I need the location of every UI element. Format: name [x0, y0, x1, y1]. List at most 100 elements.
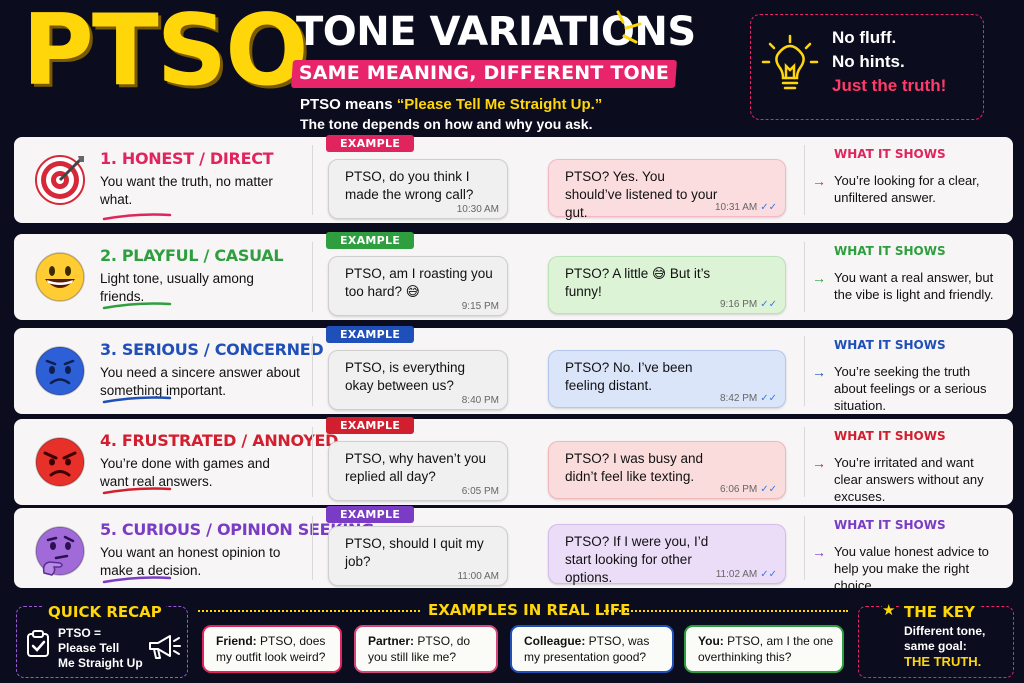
- sent-message-text: PTSO, am I roasting you too hard? 😅: [345, 266, 493, 299]
- thinking-face-icon: [35, 526, 85, 576]
- what-it-shows-label: WHAT IT SHOWS: [834, 429, 946, 443]
- tone-row: 3. SERIOUS / CONCERNED You need a sincer…: [14, 326, 1013, 414]
- what-it-shows-label: WHAT IT SHOWS: [834, 518, 946, 532]
- arrow-right-icon: →: [812, 364, 826, 380]
- tone-title: 1. HONEST / DIRECT: [100, 149, 274, 168]
- tone-row: 4. FRUSTRATED / ANNOYED You’re done with…: [14, 417, 1013, 505]
- reply-message-text: PTSO? I was busy and didn’t feel like te…: [565, 451, 704, 484]
- underline-stroke-icon: [102, 576, 172, 584]
- subtitle-banner: SAME MEANING, DIFFERENT TONE: [298, 62, 670, 84]
- underline-stroke-icon: [102, 302, 172, 310]
- the-key-title: THE KEY: [900, 603, 979, 621]
- example-tag: EXAMPLE: [326, 135, 415, 152]
- tone-description: You want an honest opinion to make a dec…: [100, 545, 281, 578]
- tone-title: 5. CURIOUS / OPINION SEEKING: [100, 520, 374, 539]
- reply-message-bubble: PTSO? No. I’ve been feeling distant. 8:4…: [548, 350, 786, 408]
- reply-message-time: 8:42 PM: [719, 393, 758, 404]
- sent-message-bubble: PTSO, should I quit my job? 11:00 AM: [328, 526, 508, 586]
- reply-message-time: 11:02 AM: [715, 569, 758, 580]
- example-card: Partner: PTSO, do you still like me?: [354, 625, 498, 673]
- column-divider: [804, 145, 805, 215]
- page-title: TONE VARIATIONS: [296, 9, 696, 55]
- definition-line-2: The tone depends on how and why you ask.: [300, 116, 593, 132]
- column-divider: [804, 336, 805, 406]
- example-speaker: Friend:: [216, 634, 257, 648]
- clipboard-check-icon: [27, 630, 49, 657]
- underline-stroke-icon: [102, 396, 172, 404]
- ptso-logo: PTSO: [22, 0, 309, 108]
- tone-description: You need a sincere answer about somethin…: [100, 365, 300, 398]
- example-card: Colleague: PTSO, was my presentation goo…: [510, 625, 674, 673]
- sent-message-time: 11:00 AM: [457, 571, 499, 582]
- column-divider: [804, 516, 805, 580]
- examples-title: EXAMPLES IN REAL LIFE: [428, 601, 631, 619]
- what-it-shows-text: You want a real answer, but the vibe is …: [834, 270, 994, 302]
- reply-message-time-wrap: 9:16 PM ✓✓: [720, 299, 777, 310]
- example-quote: PTSO, am I the one overthinking this?: [698, 634, 834, 664]
- megaphone-icon: [149, 635, 181, 659]
- tone-description: Light tone, usually among friends.: [100, 271, 254, 304]
- column-divider: [312, 427, 313, 497]
- reply-message-time-wrap: 6:06 PM ✓✓: [720, 484, 777, 495]
- arrow-right-icon: →: [812, 270, 826, 286]
- what-it-shows-label: WHAT IT SHOWS: [834, 244, 946, 258]
- tone-title: 4. FRUSTRATED / ANNOYED: [100, 431, 339, 450]
- arrow-right-icon: →: [812, 173, 826, 189]
- lightbulb-icon: [761, 34, 819, 90]
- example-text: Partner: PTSO, do you still like me?: [368, 633, 488, 665]
- reply-message-text: PTSO? If I were you, I’d start looking f…: [565, 534, 709, 585]
- key-line-2: same goal:: [904, 639, 967, 653]
- column-divider: [312, 336, 313, 406]
- examples-divider-left: [198, 610, 420, 612]
- example-text: Friend: PTSO, does my outfit look weird?: [216, 633, 332, 665]
- quick-recap-title: QUICK RECAP: [44, 603, 166, 621]
- sent-message-text: PTSO, why haven’t you replied all day?: [345, 451, 487, 484]
- column-divider: [804, 427, 805, 497]
- example-text: Colleague: PTSO, was my presentation goo…: [524, 633, 664, 665]
- reply-message-time: 10:31 AM: [714, 202, 758, 213]
- worried-face-icon: [35, 346, 85, 396]
- arrow-right-icon: →: [812, 544, 826, 560]
- what-it-shows-text: You’re looking for a clear, unfiltered a…: [834, 173, 980, 205]
- column-divider: [312, 145, 313, 215]
- definition-prefix: PTSO means: [300, 96, 397, 113]
- tone-row: 2. PLAYFUL / CASUAL Light tone, usually …: [14, 232, 1013, 320]
- example-quote: PTSO, do you still like me?: [368, 634, 471, 664]
- tone-title: 3. SERIOUS / CONCERNED: [100, 340, 324, 359]
- reply-message-bubble: PTSO? I was busy and didn’t feel like te…: [548, 441, 786, 499]
- example-speaker: Partner:: [368, 634, 415, 648]
- sent-message-bubble: PTSO, why haven’t you replied all day? 6…: [328, 441, 508, 501]
- truth-box: [750, 14, 984, 120]
- reply-message-time-wrap: 11:02 AM ✓✓: [716, 569, 777, 580]
- truth-line-2: No hints.: [832, 52, 905, 71]
- key-line-1: Different tone,: [904, 624, 986, 638]
- column-divider: [804, 242, 805, 312]
- reply-message-text: PTSO? Yes. You should’ve listened to you…: [565, 169, 718, 220]
- reply-message-time-wrap: 8:42 PM ✓✓: [720, 393, 777, 404]
- example-tag: EXAMPLE: [326, 232, 415, 249]
- star-icon: ★: [882, 601, 896, 619]
- sent-message-time: 8:40 PM: [461, 395, 499, 406]
- arrow-right-icon: →: [812, 455, 826, 471]
- tone-row: 1. HONEST / DIRECT You want the truth, n…: [14, 135, 1013, 223]
- tone-row: 5. CURIOUS / OPINION SEEKING You want an…: [14, 506, 1013, 593]
- sent-message-bubble: PTSO, do you think I made the wrong call…: [328, 159, 508, 219]
- example-tag: EXAMPLE: [326, 326, 415, 343]
- reply-message-bubble: PTSO? If I were you, I’d start looking f…: [548, 524, 786, 585]
- definition-line: PTSO means “Please Tell Me Straight Up.”: [300, 96, 602, 113]
- tone-title: 2. PLAYFUL / CASUAL: [100, 246, 284, 265]
- double-check-icon: ✓✓: [760, 202, 777, 213]
- reply-message-text: PTSO? A little 😅 But it’s funny!: [565, 266, 711, 299]
- recap-line-2: Please Tell: [58, 641, 120, 655]
- sent-message-time: 10:30 AM: [456, 204, 499, 215]
- examples-divider-right: [604, 610, 848, 612]
- example-speaker: You:: [698, 634, 724, 648]
- definition-highlight: “Please Tell Me Straight Up.”: [396, 96, 603, 113]
- underline-stroke-icon: [102, 487, 172, 495]
- what-it-shows-label: WHAT IT SHOWS: [834, 147, 946, 161]
- example-tag: EXAMPLE: [326, 506, 415, 523]
- double-check-icon: ✓✓: [760, 299, 777, 310]
- recap-line-3: Me Straight Up: [58, 656, 143, 670]
- the-key-text: Different tone, same goal:: [904, 624, 985, 654]
- reply-message-text: PTSO? No. I’ve been feeling distant.: [565, 360, 693, 393]
